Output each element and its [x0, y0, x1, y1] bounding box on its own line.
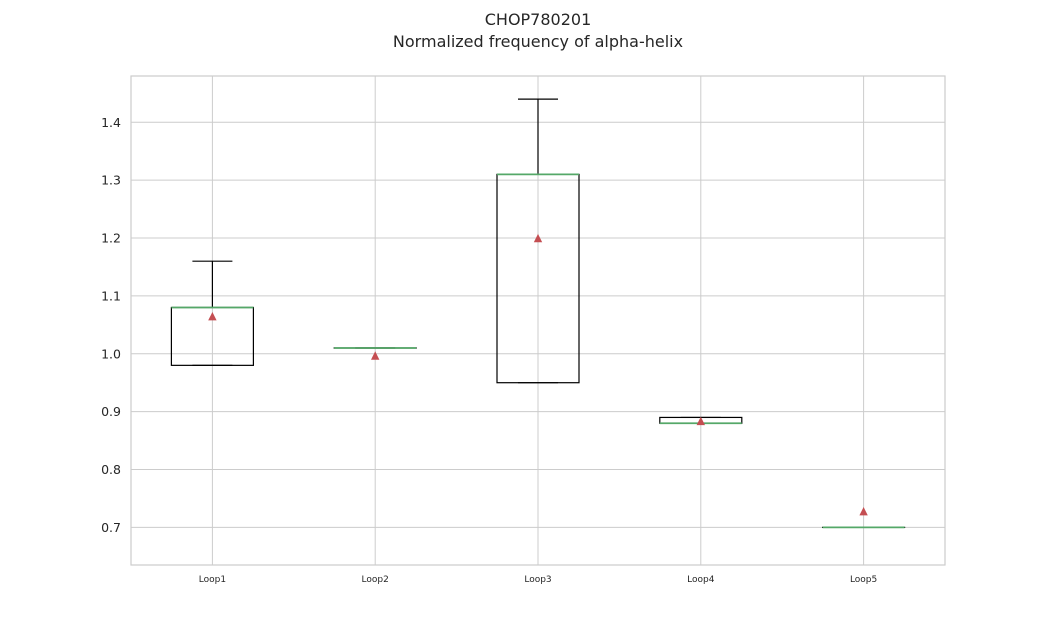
- y-tick-label: 1.2: [101, 231, 121, 246]
- y-tick-label: 1.0: [101, 346, 121, 361]
- chart-title: CHOP780201: [485, 10, 592, 29]
- y-tick-label: 0.8: [101, 462, 121, 477]
- plot-frame: [130, 75, 946, 566]
- x-tick-label: Loop2: [362, 575, 389, 585]
- y-tick-label: 1.4: [101, 115, 121, 130]
- mean-marker: [859, 506, 868, 516]
- mean-marker: [371, 351, 380, 360]
- mean-marker: [696, 416, 705, 426]
- chart-subtitle: Normalized frequency of alpha-helix: [393, 32, 683, 51]
- y-tick-label: 1.1: [101, 288, 121, 303]
- mean-marker: [533, 233, 543, 243]
- plot-area: 0.7 0.8 0.9 1.0 1.1 1.2 1.3 1.4 Loop1 Loop2 Loop3 L…: [101, 75, 946, 585]
- y-tick-label: 0.9: [101, 404, 121, 419]
- y-tick-label: 1.3: [101, 173, 121, 188]
- x-tick-label: Loop1: [199, 575, 226, 585]
- x-tick-label: Loop3: [524, 575, 551, 585]
- mean-marker: [208, 311, 217, 321]
- x-tick-label: Loop5: [850, 575, 877, 585]
- y-tick-label: 0.7: [101, 520, 121, 535]
- x-tick-label: Loop4: [687, 575, 715, 585]
